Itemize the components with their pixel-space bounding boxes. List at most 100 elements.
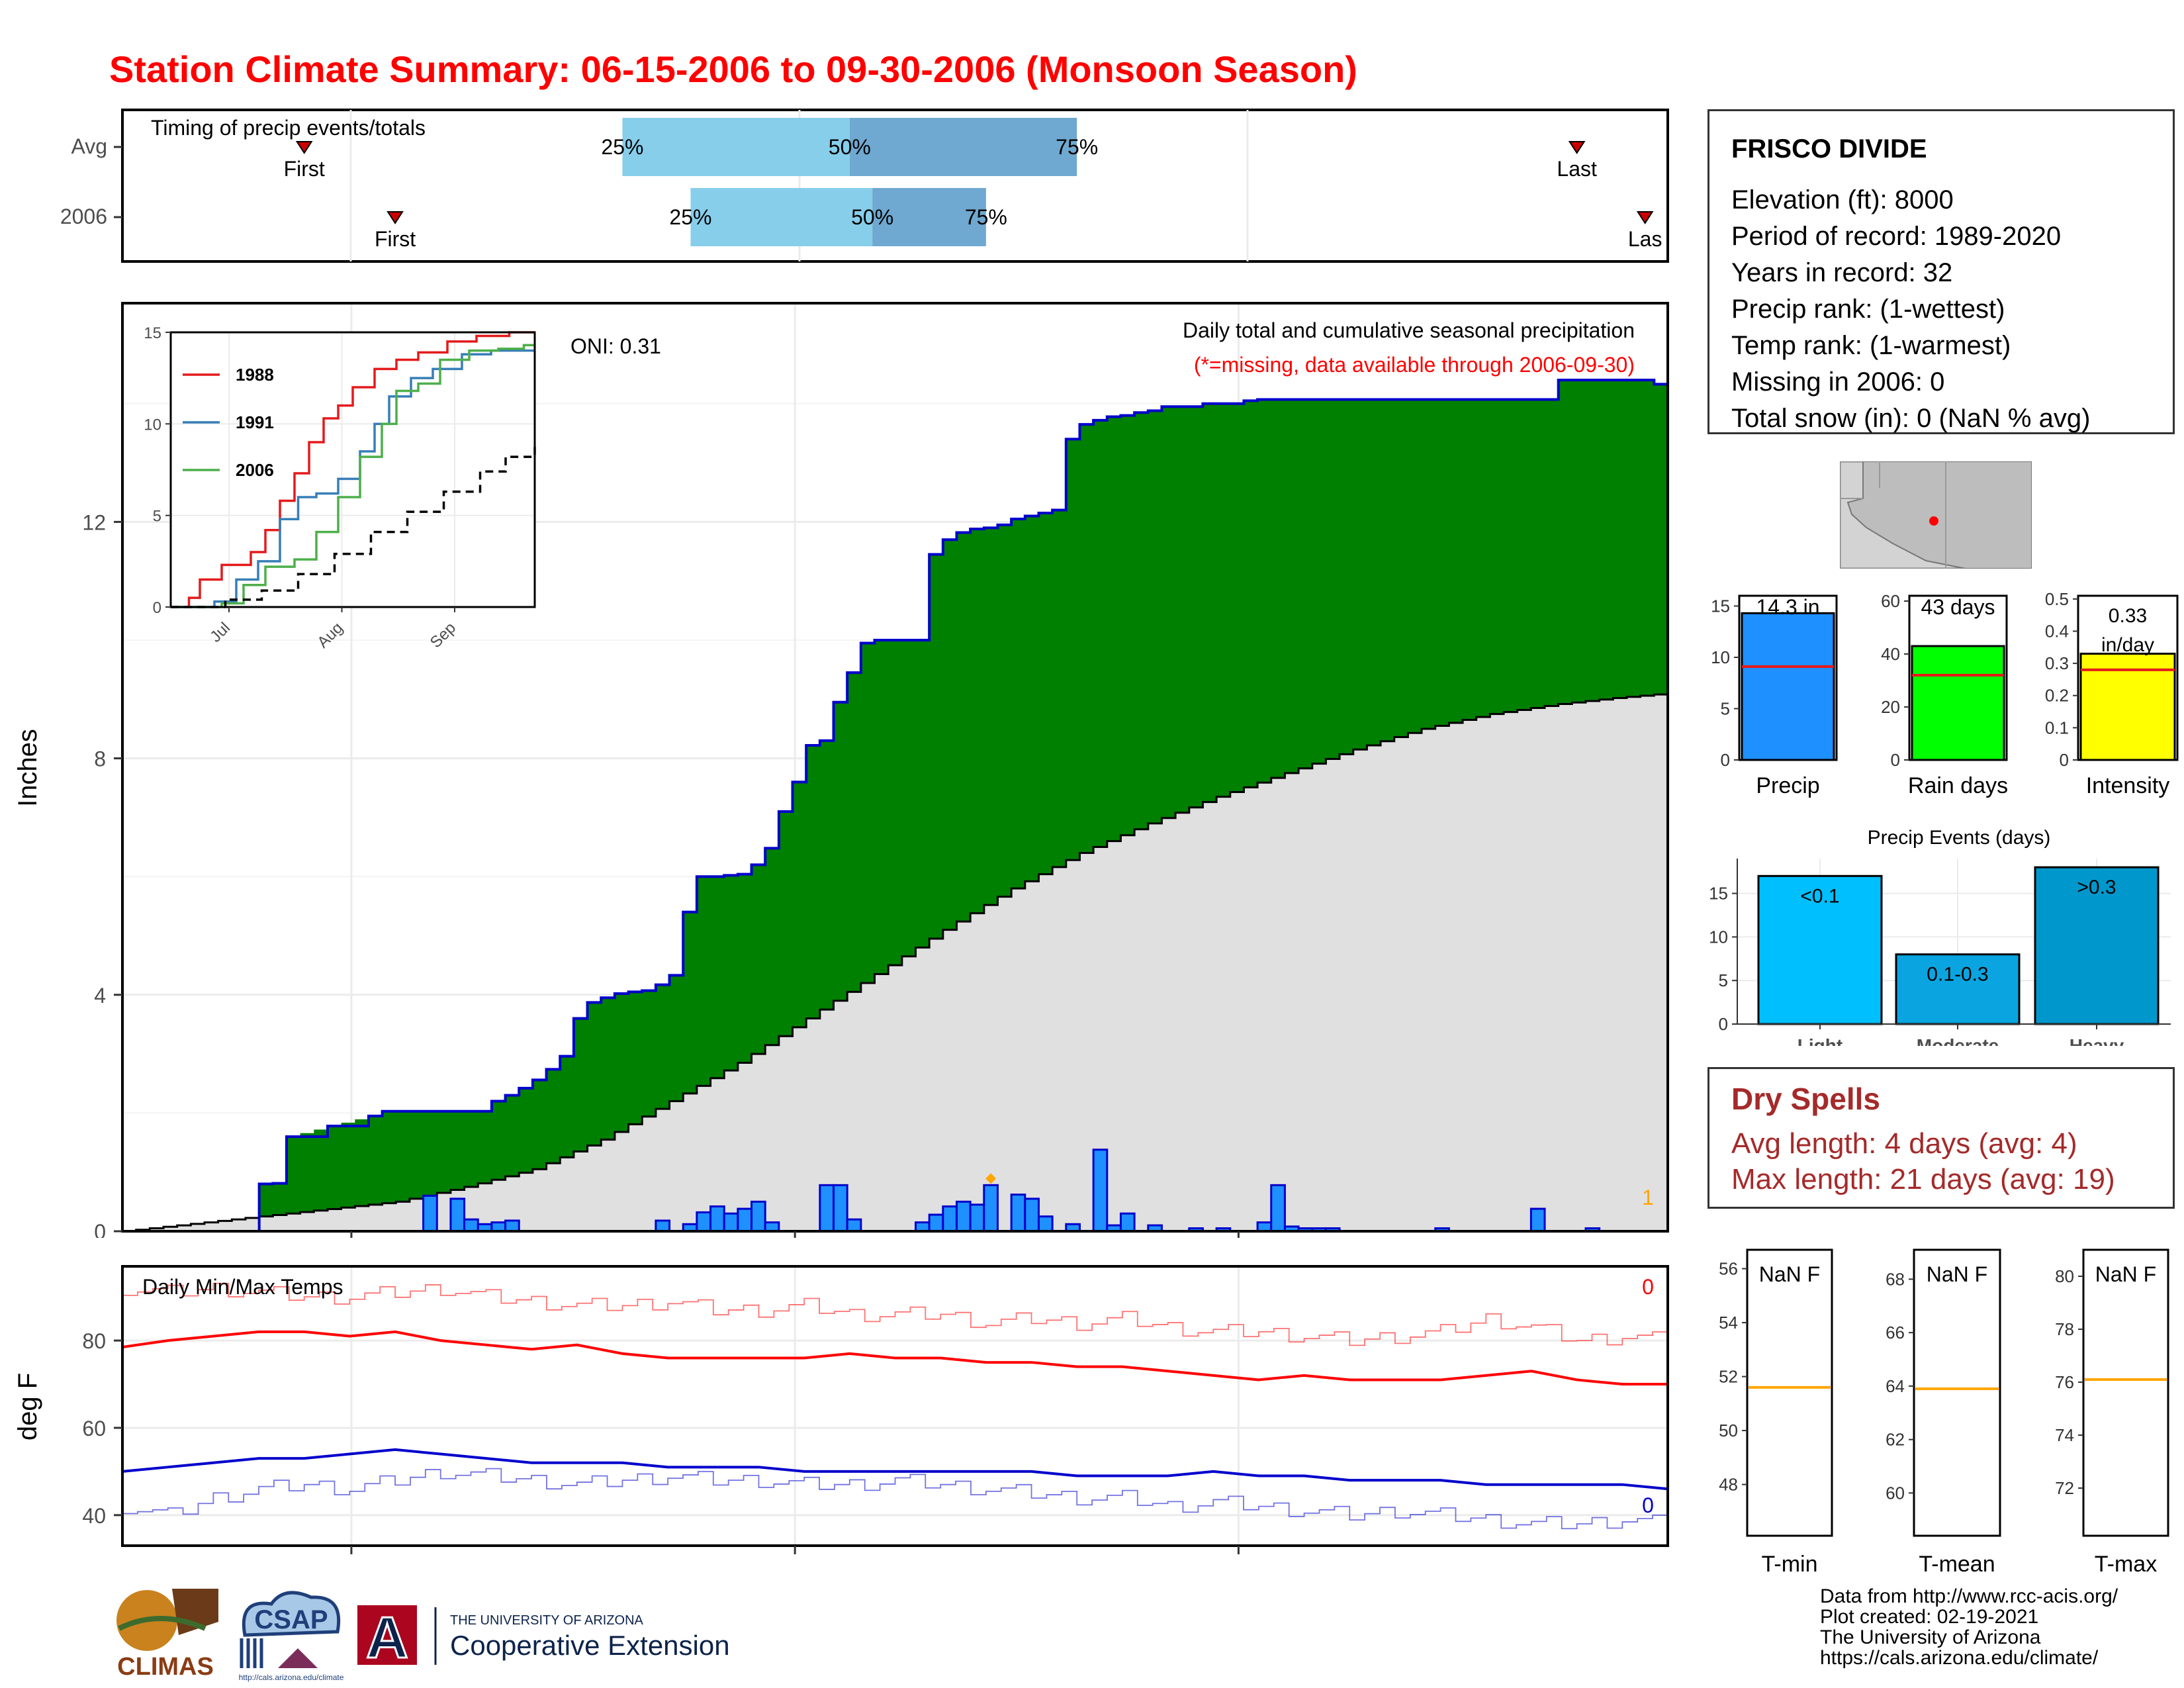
inset-ytick-label: 0 [153, 599, 161, 617]
events-category-label: Moderate [1917, 1035, 1999, 1046]
cumulative-band-segment [1394, 399, 1408, 737]
daily-precip-bar [1010, 1194, 1026, 1233]
summary-value-label: 43 days [1921, 595, 1995, 619]
cumulative-band-segment [1381, 399, 1395, 741]
location-map [1840, 461, 2032, 569]
cumulative-band-segment [1148, 410, 1163, 823]
cumulative-band-segment [1107, 416, 1122, 841]
cumulative-band-segment [1627, 380, 1641, 697]
credit-plot-created: Plot created: 02-19-2021 [1820, 1606, 2039, 1628]
inset-ytick-label: 5 [153, 508, 161, 526]
summary-ytick-label: 5 [1721, 699, 1730, 719]
temp-summary-value-label: NaN F [1759, 1262, 1820, 1286]
summary-bar-rain-days [1911, 645, 2005, 761]
timeline-2006-marker-label: Las [1628, 227, 1662, 251]
daily-precip-bar [723, 1212, 739, 1233]
timeline-2006-bar-25-50 [690, 188, 873, 246]
csap-wordmark: CSAP [254, 1605, 328, 1634]
temp-chart: Daily Min/Max Temps 0 0 deg F 406080JulA… [13, 1265, 1669, 1554]
cumulative-band-segment [1244, 400, 1258, 788]
temp-summary-ytick-label: 50 [1719, 1421, 1738, 1440]
temp-title: Daily Min/Max Temps [142, 1275, 343, 1299]
temp-summary-ytick-label: 60 [1886, 1483, 1905, 1503]
precip-ytick-label: 12 [82, 510, 106, 534]
cumulative-band-segment [1640, 380, 1655, 696]
precip-subtitle: (*=missing, data available through 2006-… [1194, 353, 1635, 377]
ua-logo[interactable]: A THE UNIVERSITY OF ARIZONA Cooperative … [357, 1602, 754, 1675]
oni-label: ONI: 0.31 [570, 334, 661, 358]
cumulative-band-segment [396, 1111, 410, 1202]
station-name: FRISCO DIVIDE [1731, 134, 1927, 164]
daily-precip-bar [709, 1205, 725, 1233]
station-elevation: Elevation (ft): 8000 [1731, 185, 1954, 214]
timeline-avg-pct-label: 50% [829, 135, 871, 159]
csap-logo[interactable]: CSAP http://cals.arizona.edu/climate [232, 1585, 351, 1685]
cumulative-band-segment [1298, 399, 1313, 769]
cumulative-band-segment [1435, 399, 1449, 726]
inset-legend-label: 1988 [236, 365, 274, 385]
cumulative-band-segment [286, 1137, 301, 1214]
temp-summary-ytick-label: 56 [1719, 1259, 1738, 1279]
cumulative-band-segment [1134, 412, 1149, 829]
precip-chart: Daily total and cumulative seasonal prec… [13, 302, 1669, 1238]
cumulative-band-segment [778, 811, 794, 1037]
cumulative-band-segment [1408, 399, 1422, 733]
station-info-box: FRISCO DIVIDE Elevation (ft): 8000 Perio… [1707, 109, 2175, 434]
station-precip-rank: Precip rank: (1-wettest) [1731, 295, 2005, 324]
credit-url[interactable]: https://cals.arizona.edu/climate/ [1820, 1647, 2099, 1669]
precip-ytick-label: 0 [94, 1220, 106, 1238]
cumulative-band-segment [1326, 399, 1340, 759]
daily-precip-bar [914, 1221, 931, 1233]
daily-precip-bar [764, 1221, 780, 1233]
temp-summary-ytick-label: 76 [2055, 1372, 2074, 1392]
summary-ytick-label: 0 [2060, 750, 2069, 770]
temp-summary-ytick-label: 62 [1886, 1430, 1905, 1450]
precip-ytick-label: 8 [94, 747, 106, 771]
summary-ytick-label: 60 [1881, 591, 1900, 611]
summary-category-label: Intensity [2086, 773, 2170, 798]
timeline-avg-bar-25-50 [622, 118, 850, 176]
daily-max-marker-icon [985, 1173, 997, 1184]
daily-precip-bar [942, 1205, 958, 1233]
summary-ytick-label: 0.5 [2045, 589, 2069, 609]
daily-precip-bar [696, 1211, 712, 1233]
station-temp-rank: Temp rank: (1-warmest) [1731, 331, 2011, 360]
summary-category-label: Rain days [1908, 773, 2008, 798]
temp-summary-ytick-label: 48 [1719, 1475, 1738, 1495]
cumulative-band-segment [450, 1111, 465, 1190]
timeline-2006-pct-label: 50% [851, 205, 893, 229]
dry-spells-avg: Avg length: 4 days (avg: 4) [1731, 1127, 2077, 1160]
ua-letter: A [366, 1605, 408, 1670]
inset-series-2006 [171, 344, 535, 608]
inset-ytick-label: 10 [144, 416, 161, 434]
cumulative-band-segment [341, 1122, 355, 1208]
events-ytick-label: 5 [1719, 970, 1728, 990]
cumulative-band-segment [1066, 439, 1081, 861]
daily-precip-bar [655, 1219, 671, 1233]
cumulative-band-segment [1052, 510, 1067, 867]
temp-ytick-label: 80 [82, 1329, 106, 1353]
temp-plot-bg [122, 1266, 1668, 1546]
summary-ytick-label: 40 [1881, 644, 1900, 664]
temp-ylabel: deg F [13, 1373, 42, 1440]
cumulative-band-segment [642, 990, 657, 1117]
temp-summary-value-label: NaN F [2095, 1262, 2156, 1286]
cumulative-band-segment [942, 539, 958, 930]
cumulative-band-segment [1285, 399, 1299, 773]
timeline-avg-marker-label: First [284, 157, 325, 181]
cumulative-band-segment [970, 529, 985, 914]
climas-logo[interactable]: CLIMAS [106, 1582, 225, 1681]
temp-ytick-label: 40 [82, 1504, 106, 1528]
cumulative-band-segment [655, 984, 670, 1109]
temp-summary-ytick-label: 74 [2055, 1425, 2074, 1445]
cumulative-band-segment [806, 745, 821, 1019]
corner-count: 1 [1642, 1186, 1654, 1209]
cumulative-band-segment [1024, 516, 1040, 882]
cumulative-band-segment [1340, 399, 1354, 755]
temp-summary-value-label: NaN F [1927, 1262, 1987, 1286]
temp-summary-category-label: T-mean [1919, 1552, 1995, 1577]
temp-summary-ytick-label: 52 [1719, 1367, 1738, 1387]
dry-spells-max: Max length: 21 days (avg: 19) [1731, 1163, 2115, 1196]
page-title: Station Climate Summary: 06-15-2006 to 0… [109, 48, 1357, 90]
cumulative-band-segment [1558, 380, 1572, 704]
